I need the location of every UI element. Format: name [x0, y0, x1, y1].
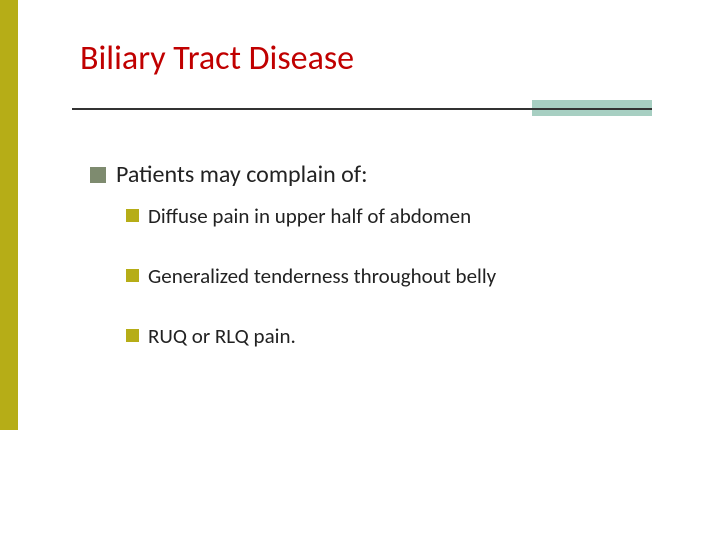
list-item-text: Diffuse pain in upper half of abdomen — [148, 203, 471, 229]
title-underline — [72, 108, 652, 110]
list-item: RUQ or RLQ pain. — [126, 323, 650, 349]
square-bullet-icon — [126, 329, 139, 342]
left-accent-bar — [0, 0, 18, 430]
sub-list: Diffuse pain in upper half of abdomen Ge… — [126, 203, 650, 349]
list-item-text: Patients may complain of: — [116, 160, 368, 189]
square-bullet-icon — [90, 167, 106, 183]
square-bullet-icon — [126, 209, 139, 222]
list-item: Generalized tenderness throughout belly — [126, 263, 650, 289]
slide-title: Biliary Tract Disease — [80, 38, 354, 79]
square-bullet-icon — [126, 269, 139, 282]
list-item-text: RUQ or RLQ pain. — [148, 323, 296, 349]
content-area: Patients may complain of: Diffuse pain i… — [90, 160, 650, 383]
slide: Biliary Tract Disease Patients may compl… — [0, 0, 720, 540]
list-item: Diffuse pain in upper half of abdomen — [126, 203, 650, 229]
list-item: Patients may complain of: — [90, 160, 650, 189]
list-item-text: Generalized tenderness throughout belly — [148, 263, 496, 289]
